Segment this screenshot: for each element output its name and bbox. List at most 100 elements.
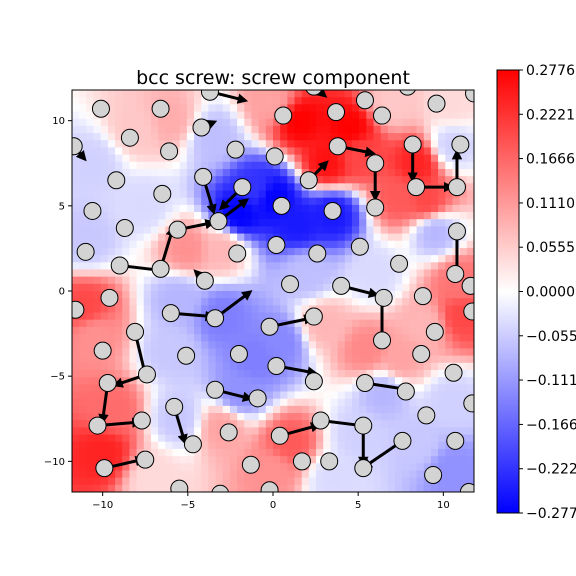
field-cell <box>445 262 454 271</box>
field-cell <box>237 104 245 113</box>
field-cell <box>373 183 382 192</box>
field-cell <box>287 434 296 443</box>
atom-marker <box>183 435 202 454</box>
field-cell <box>409 441 418 450</box>
field-cell <box>79 369 87 378</box>
field-cell <box>430 283 439 292</box>
field-cell <box>466 355 474 364</box>
field-cell <box>287 326 296 335</box>
field-cell <box>323 247 332 256</box>
field-cell <box>380 362 389 371</box>
atom-marker <box>83 201 102 220</box>
field-cell <box>351 133 360 141</box>
field-cell <box>430 190 439 199</box>
field-cell <box>380 176 389 184</box>
field-cell <box>337 161 346 170</box>
field-cell <box>344 484 353 492</box>
field-cell <box>179 291 188 299</box>
field-cell <box>459 362 468 371</box>
field-cell <box>93 219 102 227</box>
field-cell <box>186 212 195 220</box>
field-cell <box>416 377 425 385</box>
field-cell <box>172 204 181 213</box>
field-cell <box>115 283 123 292</box>
field-cell <box>165 441 174 450</box>
field-cell <box>402 312 410 321</box>
field-cell <box>201 341 209 350</box>
field-cell <box>229 319 238 328</box>
field-cell <box>129 219 138 227</box>
field-cell <box>359 269 367 278</box>
field-cell <box>150 456 159 464</box>
atom-marker <box>88 416 107 435</box>
field-cell <box>172 362 181 371</box>
field-cell <box>79 384 87 393</box>
field-cell <box>229 118 238 127</box>
field-cell <box>337 470 346 479</box>
field-cell <box>265 391 274 400</box>
field-cell <box>438 168 446 177</box>
field-cell <box>208 125 217 134</box>
field-cell <box>201 298 209 306</box>
field-cell <box>351 291 360 299</box>
field-cell <box>179 247 188 256</box>
field-cell <box>380 154 389 163</box>
field-cell <box>452 413 461 421</box>
field-cell <box>143 197 152 206</box>
field-cell <box>150 355 159 364</box>
field-cell <box>201 448 209 457</box>
field-cell <box>330 255 339 263</box>
field-cell <box>373 276 382 285</box>
atom-marker <box>272 196 291 215</box>
field-cell <box>122 255 131 263</box>
field-cell <box>445 197 454 206</box>
field-cell <box>438 413 446 421</box>
field-cell <box>308 269 317 278</box>
field-cell <box>330 441 339 450</box>
field-cell <box>165 197 174 206</box>
field-cell <box>244 212 253 220</box>
field-cell <box>344 276 353 285</box>
field-cell <box>265 463 274 472</box>
field-cell <box>194 255 202 263</box>
y-tick-label: −5 <box>50 372 65 383</box>
field-cell <box>229 484 238 492</box>
field-cell <box>395 298 403 306</box>
field-cell <box>308 341 317 350</box>
field-cell <box>208 183 217 192</box>
field-cell <box>115 140 123 149</box>
field-cell <box>387 125 396 134</box>
field-cell <box>280 298 288 306</box>
field-cell <box>373 219 382 227</box>
field-cell <box>158 154 166 163</box>
field-cell <box>395 341 403 350</box>
field-cell <box>301 441 310 450</box>
field-cell <box>416 420 425 428</box>
field-cell <box>100 147 109 156</box>
field-cell <box>215 334 224 342</box>
field-cell <box>244 255 253 263</box>
field-cell <box>351 448 360 457</box>
field-cell <box>366 413 375 421</box>
field-cell <box>201 456 209 464</box>
field-cell <box>452 427 461 436</box>
field-cell <box>287 448 296 457</box>
field-cell <box>323 312 332 321</box>
field-cell <box>337 319 346 328</box>
field-cell <box>179 104 188 113</box>
field-cell <box>172 377 181 385</box>
field-cell <box>72 413 80 421</box>
field-heatmap <box>72 90 474 492</box>
field-cell <box>115 326 123 335</box>
field-cell <box>237 133 245 141</box>
field-cell <box>323 391 332 400</box>
field-cell <box>430 111 439 120</box>
field-cell <box>301 111 310 120</box>
field-cell <box>143 111 152 120</box>
field-cell <box>330 168 339 177</box>
field-cell <box>194 283 202 292</box>
field-cell <box>194 90 202 98</box>
field-cell <box>337 463 346 472</box>
field-cell <box>423 219 432 227</box>
atom-marker <box>228 244 247 263</box>
